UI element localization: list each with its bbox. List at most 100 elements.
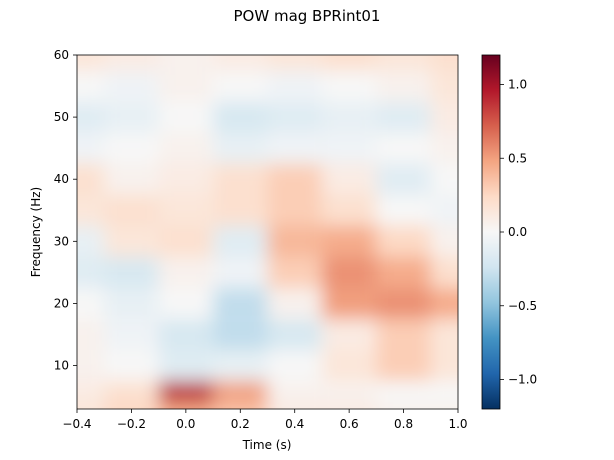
heatmap-cell [430,381,458,403]
heatmap-cell [321,256,377,288]
y-axis: 10 20 30 40 50 60 [54,48,77,373]
heatmap-cell [158,163,214,195]
heatmap-cell [267,163,322,195]
heatmap-cell [213,287,268,319]
heatmap-cell [321,194,377,226]
heatmap-cell [430,287,458,319]
heatmap-cell [267,287,322,319]
heatmap-cell [104,287,159,319]
heatmap-cell [158,287,214,319]
heatmap-cell [213,194,268,226]
heatmap-cell [267,381,322,403]
heatmap-cell [430,55,458,71]
heatmap-cell [104,194,159,226]
heatmap-cell [104,55,159,71]
heatmap-cell [430,225,458,257]
y-tick-label: 30 [54,234,69,248]
heatmap-cell [376,70,431,102]
heatmap-cell [430,132,458,164]
y-axis-label: Frequency (Hz) [29,187,43,278]
heatmap-cell [77,402,105,409]
heatmap-cell [430,402,458,409]
heatmap-cell [77,194,105,226]
x-tick-label: 0.4 [285,417,304,431]
heatmap-cell [77,318,105,350]
heatmap-cell [77,225,105,257]
heatmap-cell [376,194,431,226]
heatmap-cell [267,318,322,350]
heatmap-cell [104,350,159,382]
heatmap-cell [321,402,377,409]
heatmap-cell [213,318,268,350]
heatmap-cell [213,225,268,257]
heatmap-cell [321,225,377,257]
heatmap-cell [158,225,214,257]
heatmap-cell [104,225,159,257]
heatmap-cell [376,163,431,195]
heatmap-cell [77,55,105,71]
heatmap-cell [158,194,214,226]
heatmap-cell [321,101,377,133]
heatmap-cell [376,225,431,257]
heatmap-cell [158,402,214,409]
heatmap-cell [321,163,377,195]
heatmap-cell [430,318,458,350]
heatmap-cell [267,350,322,382]
heatmap-cell [213,402,268,409]
y-tick-label: 10 [54,359,69,373]
heatmap-cell [213,163,268,195]
heatmap-cell [77,163,105,195]
y-tick-label: 60 [54,48,69,62]
heatmap-cell [158,381,214,403]
heatmap-cell [158,256,214,288]
heatmap-cell [321,70,377,102]
heatmap-cell [77,132,105,164]
heatmap-cell [321,381,377,403]
y-tick-label: 50 [54,110,69,124]
heatmap-cell [77,287,105,319]
heatmap-cell [158,318,214,350]
x-tick-label: 1.0 [448,417,467,431]
heatmap-cell [430,256,458,288]
heatmap-cell [376,55,431,71]
heatmap-cell [158,350,214,382]
heatmap-cell [158,55,214,71]
heatmap-cell [158,70,214,102]
heatmap-cell [77,70,105,102]
heatmap-cell [104,163,159,195]
heatmap-plot [77,55,458,409]
heatmap-cell [321,318,377,350]
y-tick-label: 40 [54,172,69,186]
heatmap-cell [104,381,159,403]
heatmap-cell [321,132,377,164]
heatmap-cell [77,256,105,288]
x-tick-label: 0.2 [231,417,250,431]
heatmap-cell [376,381,431,403]
heatmap-cell [430,101,458,133]
colorbar-tick-label: −1.0 [508,373,537,387]
colorbar-tick-label: 0.5 [508,151,527,165]
heatmap-cell [77,350,105,382]
x-tick-label: −0.4 [62,417,91,431]
heatmap-cell [158,132,214,164]
heatmap-cell [321,55,377,71]
heatmap-cell [213,256,268,288]
heatmap-cell [213,350,268,382]
heatmap-cell [376,402,431,409]
x-tick-label: −0.2 [117,417,146,431]
heatmap-cell [321,350,377,382]
heatmap-cell [376,256,431,288]
x-axis: −0.4 −0.2 0.0 0.2 0.4 0.6 0.8 1.0 [62,409,468,431]
x-axis-label: Time (s) [242,438,292,452]
heatmap-cell [104,318,159,350]
heatmap-cell [267,70,322,102]
heatmap-cell [267,225,322,257]
heatmap-cell [376,132,431,164]
heatmap-cell [213,70,268,102]
heatmap-cell [376,350,431,382]
heatmap-cell [430,163,458,195]
heatmap-cell [267,101,322,133]
colorbar-axis: −1.0 −0.5 0.0 0.5 1.0 [500,78,537,387]
plot-frame [76,54,459,410]
